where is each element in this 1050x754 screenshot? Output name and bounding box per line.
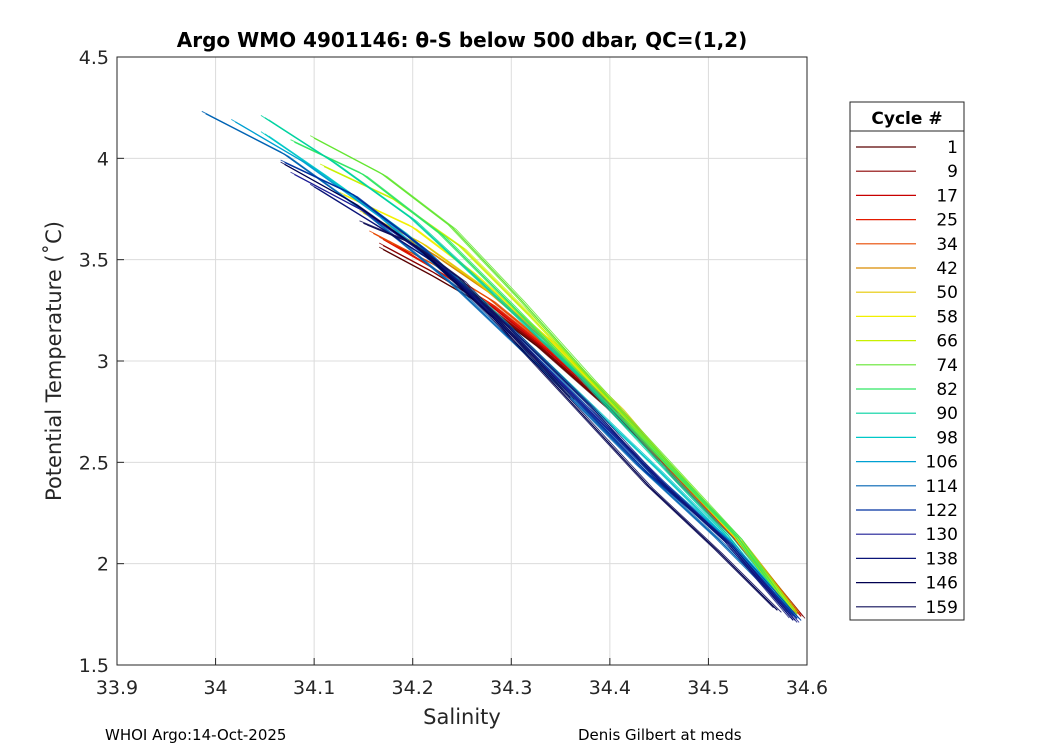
series-line-cycle-74-variant (317, 139, 798, 615)
series-line-cycle-159-variant (367, 224, 575, 400)
footer-right: Denis Gilbert at meds (578, 726, 742, 744)
legend-entry-label: 82 (936, 380, 958, 400)
y-tick-label: 4 (97, 148, 109, 170)
legend-entry-label: 34 (936, 235, 958, 255)
series-line-cycle-138-variant (309, 183, 790, 619)
legend-entry-label: 66 (936, 332, 958, 352)
legend-entry-label: 25 (936, 211, 958, 231)
legend-entry-label: 9 (947, 162, 958, 182)
legend-entry-label: 17 (936, 186, 958, 206)
legend-entry-label: 106 (926, 453, 958, 473)
legend-entry-label: 130 (926, 525, 958, 545)
series-line-cycle-82 (294, 141, 792, 615)
y-tick-label: 3.5 (79, 250, 109, 272)
series-line-cycle-74-variant (309, 135, 790, 611)
x-tick-label: 34.6 (786, 677, 828, 699)
series-lines (201, 110, 806, 623)
legend-entry-label: 122 (926, 501, 958, 521)
x-axis-title: Salinity (423, 705, 501, 729)
legend-entry-label: 58 (936, 307, 958, 327)
x-tick-label: 34.3 (490, 677, 532, 699)
y-tick-label: 1.5 (79, 655, 109, 677)
y-axis-title: Potential Temperature (˚C) (42, 221, 66, 501)
series-line-cycle-146-variant (280, 161, 774, 609)
series-line-cycle-90-variant (260, 115, 788, 613)
x-tick-label: 33.9 (96, 677, 138, 699)
legend-title: Cycle # (871, 109, 942, 129)
legend-entry-label: 138 (926, 549, 958, 569)
y-tick-label: 2.5 (79, 452, 109, 474)
legend-entry-label: 50 (936, 283, 958, 303)
x-tick-label: 34.1 (293, 677, 335, 699)
legend-entry-label: 114 (926, 477, 958, 497)
axis-ticks: 33.9 34 34.1 34.2 34.3 34.4 34.5 34.6 1.5 2 2.5 3 3.… (79, 47, 828, 699)
x-tick-label: 34.4 (589, 677, 631, 699)
legend-entry-label: 98 (936, 428, 958, 448)
series-line-cycle-114-variant (201, 110, 794, 617)
legend-entry-label: 74 (936, 356, 958, 376)
legend-entry-label: 146 (926, 574, 958, 594)
x-tick-label: 34 (203, 677, 227, 699)
series-line-cycle-58-variant (339, 191, 790, 611)
series-line-cycle-159-variant (359, 220, 567, 396)
series-line-cycle-90-variant (268, 119, 796, 617)
series-line-cycle-82-variant (290, 139, 788, 613)
legend-entry-label: 90 (936, 404, 958, 424)
legend-entry-label: 1 (947, 138, 958, 158)
y-tick-label: 2 (97, 554, 109, 576)
series-line-cycle-82-variant (298, 143, 796, 617)
x-tick-label: 34.5 (687, 677, 729, 699)
footer-left: WHOI Argo:14-Oct-2025 (105, 726, 287, 744)
y-tick-label: 4.5 (79, 47, 109, 69)
y-tick-label: 3 (97, 351, 109, 373)
legend-entry-label: 42 (936, 259, 958, 279)
chart-title: Argo WMO 4901146: θ-S below 500 dbar, QC… (177, 28, 747, 52)
legend-entry-label: 159 (926, 598, 958, 618)
legend-entries: 1 9 17 25 34 42 50 58 66 74 82 90 98 106 114 122 130 138 1… (856, 138, 958, 618)
legend: Cycle # 1 9 17 25 34 42 50 58 66 74 82 90 98 106 114 12… (849, 101, 965, 621)
x-tick-label: 34.2 (392, 677, 434, 699)
